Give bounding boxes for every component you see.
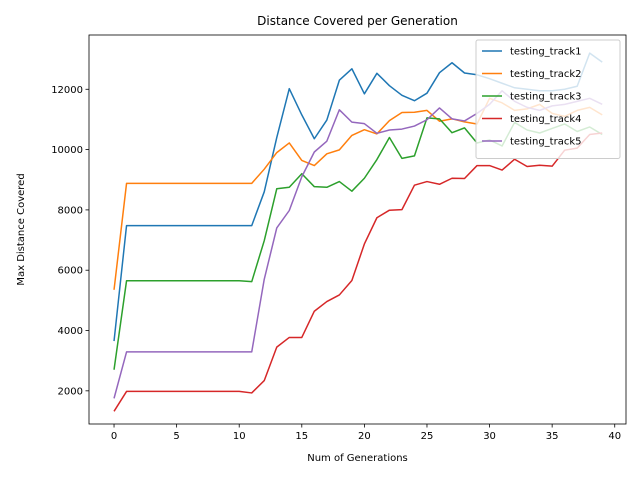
x-tick-label: 15 <box>295 431 308 442</box>
legend-entry: testing_track5 <box>510 137 581 148</box>
x-tick-label: 25 <box>421 431 434 442</box>
legend-entry: testing_track4 <box>510 114 581 125</box>
plot-frame <box>88 34 627 425</box>
x-tick-label: 5 <box>173 431 179 442</box>
y-tick-label: 12000 <box>51 85 83 96</box>
axes: 0 5 10 15 20 25 30 35 40 2000 4000 6000 8000 10000 120… <box>51 85 621 442</box>
x-tick-label: 35 <box>546 431 559 442</box>
x-tick-label: 20 <box>358 431 371 442</box>
x-tick-label: 0 <box>111 431 117 442</box>
legend-entry: testing_track3 <box>510 92 581 103</box>
y-tick-label: 6000 <box>58 266 83 277</box>
series-line-testing_track4 <box>113 132 603 412</box>
y-tick-label: 2000 <box>58 386 83 397</box>
x-axis-label: Num of Generations <box>307 453 408 464</box>
y-axis-label: Max Distance Covered <box>16 173 27 285</box>
legend: testing_track1 testing_track2 testing_trac… <box>475 39 621 159</box>
x-tick-label: 40 <box>608 431 621 442</box>
legend-entry: testing_track2 <box>510 69 581 80</box>
x-tick-label: 30 <box>483 431 496 442</box>
y-tick-label: 8000 <box>58 205 83 216</box>
y-tick-label: 10000 <box>51 145 83 156</box>
legend-entry: testing_track1 <box>510 47 581 58</box>
x-tick-label: 10 <box>233 431 246 442</box>
chart-title: Distance Covered per Generation <box>257 14 458 28</box>
y-tick-label: 4000 <box>58 326 83 337</box>
legend-box <box>475 39 621 159</box>
